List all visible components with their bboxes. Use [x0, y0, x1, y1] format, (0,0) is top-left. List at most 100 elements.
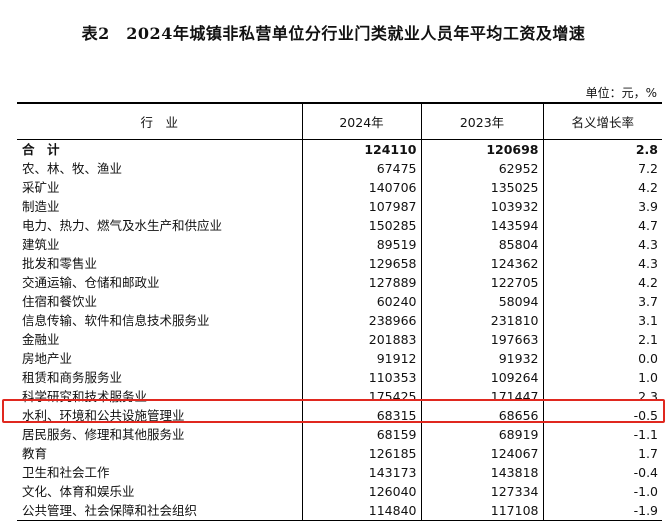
industry-cell: 合 计 [22, 141, 60, 157]
value-2023-cell: 68919 [420, 424, 543, 444]
industry-cell: 房地产业 [22, 350, 73, 366]
value-2023-cell: 197663 [420, 329, 543, 349]
value-2024-cell: 107987 [301, 196, 421, 216]
table-row: 水利、环境和公共设施管理业 68315 68656 -0.5 [17, 405, 662, 425]
growth-cell: 4.3 [542, 234, 662, 254]
value-2023-cell: 91932 [420, 348, 543, 368]
value-2024-cell: 110353 [301, 367, 421, 387]
industry-cell: 租赁和商务服务业 [22, 369, 123, 385]
table-row: 租赁和商务服务业 110353 109264 1.0 [17, 367, 662, 387]
industry-cell: 采矿业 [22, 179, 60, 195]
value-2024-cell: 150285 [301, 215, 421, 235]
value-2023-cell: 143594 [420, 215, 543, 235]
value-2023-cell: 124067 [420, 443, 543, 463]
table-body: 合 计 124110 120698 2.8 农、林、牧、渔业 67475 62952 7.2 采… [17, 139, 662, 520]
value-2023-cell: 68656 [420, 405, 543, 425]
total-row: 合 计 124110 120698 2.8 [17, 139, 662, 159]
table-row: 科学研究和技术服务业 175425 171447 2.3 [17, 386, 662, 406]
header-2024: 2024年 [301, 103, 421, 139]
value-2023-cell: 109264 [420, 367, 543, 387]
value-2023-cell: 135025 [420, 177, 543, 197]
industry-cell: 教育 [22, 445, 48, 461]
value-2023-cell: 58094 [420, 291, 543, 311]
value-2023-cell: 120698 [420, 139, 543, 159]
value-2024-cell: 68315 [301, 405, 421, 425]
growth-cell: 4.7 [542, 215, 662, 235]
table-title: 表2 2024年城镇非私营单位分行业门类就业人员年平均工资及增速 [81, 24, 586, 43]
table-row: 电力、热力、燃气及水生产和供应业 150285 143594 4.7 [17, 215, 662, 235]
wage-table: 行 业 2024年 2023年 名义增长率 合 计 124110 120698 2.8… [17, 102, 662, 521]
industry-cell: 公共管理、社会保障和社会组织 [22, 502, 198, 518]
value-2024-cell: 127889 [301, 272, 421, 292]
table-row: 金融业 201883 197663 2.1 [17, 329, 662, 349]
industry-cell: 金融业 [22, 331, 60, 347]
table-row: 住宿和餐饮业 60240 58094 3.7 [17, 291, 662, 311]
value-2024-cell: 140706 [301, 177, 421, 197]
industry-cell: 农、林、牧、渔业 [22, 160, 123, 176]
growth-cell: -1.1 [542, 424, 662, 444]
value-2024-cell: 91912 [301, 348, 421, 368]
table-header: 行 业 2024年 2023年 名义增长率 [17, 103, 662, 139]
table-row: 卫生和社会工作 143173 143818 -0.4 [17, 462, 662, 482]
growth-cell: 3.7 [542, 291, 662, 311]
value-2024-cell: 89519 [301, 234, 421, 254]
industry-cell: 信息传输、软件和信息技术服务业 [22, 312, 210, 328]
industry-cell: 批发和零售业 [22, 255, 98, 271]
table-row: 居民服务、修理和其他服务业 68159 68919 -1.1 [17, 424, 662, 444]
value-2024-cell: 60240 [301, 291, 421, 311]
table-row: 信息传输、软件和信息技术服务业 238966 231810 3.1 [17, 310, 662, 330]
value-2024-cell: 238966 [301, 310, 421, 330]
growth-cell: 2.1 [542, 329, 662, 349]
growth-cell: -0.5 [542, 405, 662, 425]
table-row: 文化、体育和娱乐业 126040 127334 -1.0 [17, 481, 662, 501]
growth-cell: 1.0 [542, 367, 662, 387]
table-row: 农、林、牧、渔业 67475 62952 7.2 [17, 158, 662, 178]
value-2024-cell: 67475 [301, 158, 421, 178]
value-2024-cell: 129658 [301, 253, 421, 273]
growth-cell: -0.4 [542, 462, 662, 482]
growth-cell: 0.0 [542, 348, 662, 368]
value-2024-cell: 114840 [301, 500, 421, 520]
growth-cell: 2.3 [542, 386, 662, 406]
value-2023-cell: 85804 [420, 234, 543, 254]
value-2023-cell: 231810 [420, 310, 543, 330]
industry-cell: 电力、热力、燃气及水生产和供应业 [22, 217, 223, 233]
industry-cell: 科学研究和技术服务业 [22, 388, 148, 404]
growth-cell: -1.9 [542, 500, 662, 520]
table-row: 批发和零售业 129658 124362 4.3 [17, 253, 662, 273]
growth-cell: 7.2 [542, 158, 662, 178]
unit-label: 单位：元，% [585, 86, 657, 100]
header-2023: 2023年 [420, 103, 543, 139]
value-2023-cell: 127334 [420, 481, 543, 501]
industry-cell: 水利、环境和公共设施管理业 [22, 407, 185, 423]
industry-cell: 制造业 [22, 198, 60, 214]
table-row: 采矿业 140706 135025 4.2 [17, 177, 662, 197]
value-2023-cell: 171447 [420, 386, 543, 406]
value-2024-cell: 201883 [301, 329, 421, 349]
value-2023-cell: 117108 [420, 500, 543, 520]
growth-cell: 3.9 [542, 196, 662, 216]
industry-cell: 卫生和社会工作 [22, 464, 110, 480]
growth-cell: 4.3 [542, 253, 662, 273]
value-2023-cell: 143818 [420, 462, 543, 482]
industry-cell: 文化、体育和娱乐业 [22, 483, 135, 499]
industry-cell: 交通运输、仓储和邮政业 [22, 274, 160, 290]
industry-cell: 住宿和餐饮业 [22, 293, 98, 309]
table-row: 房地产业 91912 91932 0.0 [17, 348, 662, 368]
growth-cell: 1.7 [542, 443, 662, 463]
value-2024-cell: 126040 [301, 481, 421, 501]
value-2023-cell: 124362 [420, 253, 543, 273]
value-2024-cell: 126185 [301, 443, 421, 463]
value-2024-cell: 68159 [301, 424, 421, 444]
value-2024-cell: 175425 [301, 386, 421, 406]
table-row: 建筑业 89519 85804 4.3 [17, 234, 662, 254]
value-2023-cell: 62952 [420, 158, 543, 178]
header-growth: 名义增长率 [542, 103, 662, 139]
growth-cell: 2.8 [542, 139, 662, 159]
industry-cell: 居民服务、修理和其他服务业 [22, 426, 185, 442]
value-2024-cell: 143173 [301, 462, 421, 482]
header-industry: 行 业 [140, 114, 178, 130]
header-row: 行 业 2024年 2023年 名义增长率 [17, 103, 662, 139]
industry-cell: 建筑业 [22, 236, 60, 252]
growth-cell: 4.2 [542, 272, 662, 292]
